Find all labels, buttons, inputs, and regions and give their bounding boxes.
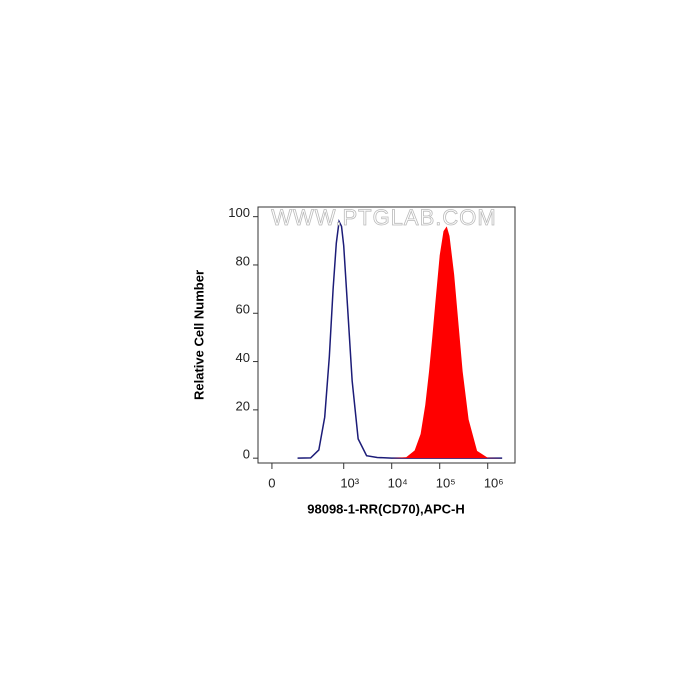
x-tick-label: 10⁵ [436,475,456,490]
y-tick-label: 80 [236,253,250,268]
y-tick-label: 0 [243,447,250,462]
plot-frame [257,206,516,464]
x-tick-label: 0 [268,475,275,490]
x-axis-title: 98098-1-RR(CD70),APC-H [307,501,465,516]
watermark: WWW.PTGLAB.COM [271,205,496,230]
x-tick-label: 10³ [340,475,359,490]
y-tick-label: 60 [236,302,250,317]
y-axis-title: Relative Cell Number [191,270,206,400]
y-tick-label: 20 [236,398,250,413]
y-tick-label: 100 [228,205,250,220]
plot-area [297,218,503,459]
y-tick-label: 40 [236,350,250,365]
x-tick-label: 10⁶ [484,475,504,490]
x-tick-label: 10⁴ [388,475,408,490]
histogram-area [297,226,503,459]
